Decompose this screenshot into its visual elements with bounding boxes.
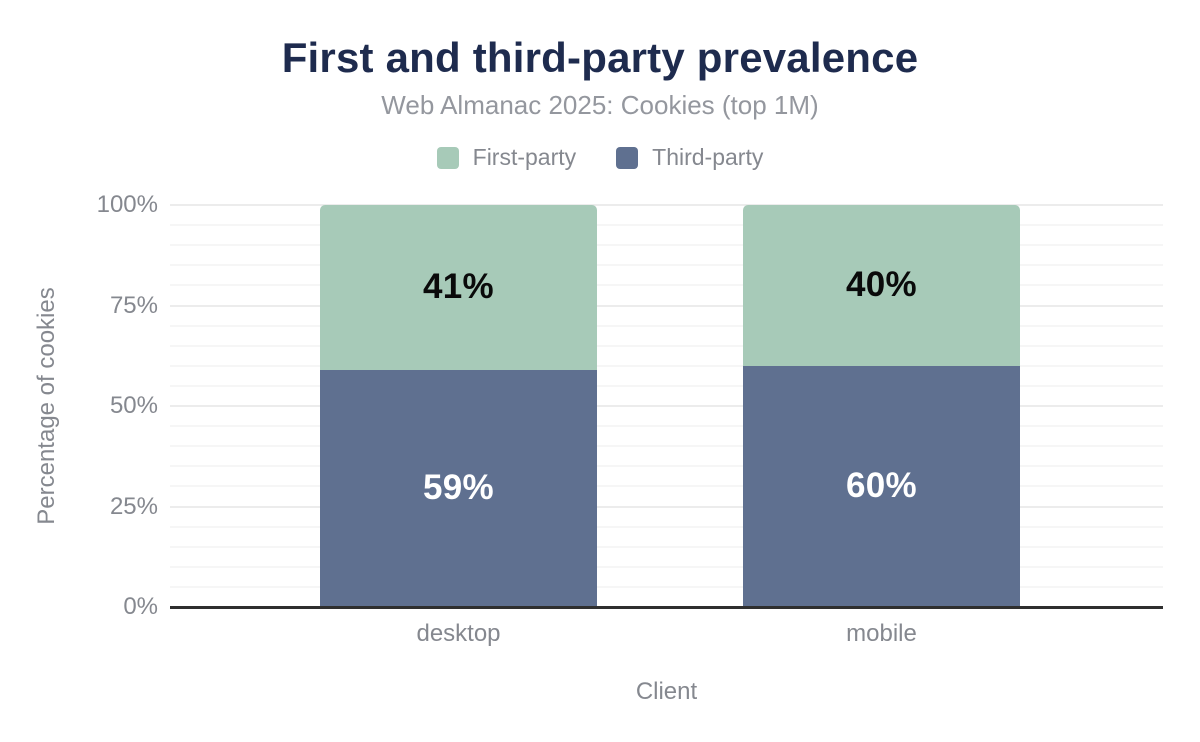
gridline-35: [170, 465, 1163, 468]
x-axis-line: [170, 606, 1163, 609]
data-label-mobile-first-party: 40%: [846, 265, 917, 305]
bar-desktop: 41% 59%: [320, 205, 597, 607]
y-tick-50: 50%: [109, 392, 158, 419]
segment-third-party-mobile[interactable]: 60%: [743, 365, 1020, 607]
legend-label-first-party: First-party: [472, 144, 577, 170]
gridline-60: [170, 364, 1163, 367]
y-axis-ticks: 0% 25% 50% 75% 100%: [0, 191, 158, 620]
gridline-25: [170, 505, 1163, 508]
y-tick-100: 100%: [96, 191, 158, 218]
legend-item-third-party[interactable]: Third-party: [616, 144, 763, 171]
segment-third-party-desktop[interactable]: 59%: [320, 369, 597, 607]
legend-item-first-party[interactable]: First-party: [436, 144, 577, 171]
y-tick-25: 25%: [109, 492, 158, 520]
plot-area: 41% 59% 40% 60% desktop mobile Client: [170, 204, 1163, 705]
gridline-95: [170, 224, 1163, 227]
segment-first-party-desktop[interactable]: 41%: [320, 205, 597, 370]
legend: First-party Third-party: [0, 144, 1200, 171]
gridline-80: [170, 284, 1163, 287]
bar-mobile: 40% 60%: [743, 205, 1020, 607]
gridline-15: [170, 545, 1163, 548]
gridline-45: [170, 425, 1163, 428]
data-label-desktop-first-party: 41%: [423, 267, 494, 307]
gridline-5: [170, 585, 1163, 588]
gridline-30: [170, 485, 1163, 488]
x-axis-title: Client: [635, 678, 698, 705]
gridline-50: [170, 405, 1163, 407]
chart-subtitle: Web Almanac 2025: Cookies (top 1M): [381, 90, 819, 120]
segment-first-party-mobile[interactable]: 40%: [743, 205, 1020, 366]
data-label-mobile-third-party: 60%: [846, 466, 917, 506]
x-category-desktop: desktop: [416, 620, 501, 647]
gridline-20: [170, 525, 1163, 528]
x-category-mobile: mobile: [846, 620, 917, 647]
gridline-75: [170, 304, 1163, 307]
gridline-65: [170, 344, 1163, 347]
gridline-85: [170, 264, 1163, 267]
chart-title: First and third-party prevalence: [281, 34, 919, 81]
gridline-70: [170, 324, 1163, 327]
legend-swatch-third-party: [616, 146, 639, 169]
legend-swatch-first-party: [436, 146, 459, 169]
data-label-desktop-third-party: 59%: [423, 468, 494, 508]
y-tick-75: 75%: [109, 291, 158, 319]
gridlines: [170, 204, 1163, 607]
gridline-55: [170, 384, 1163, 387]
y-tick-0: 0%: [123, 593, 158, 620]
gridline-10: [170, 565, 1163, 568]
gridline-90: [170, 244, 1163, 247]
legend-label-third-party: Third-party: [652, 144, 764, 170]
gridline-100: [170, 204, 1163, 206]
gridline-40: [170, 445, 1163, 448]
